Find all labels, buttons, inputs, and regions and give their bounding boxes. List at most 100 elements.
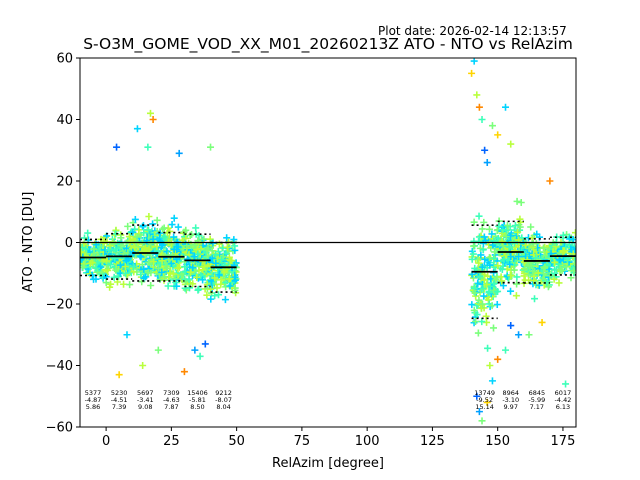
scatter-point xyxy=(93,264,101,272)
scatter-point xyxy=(507,287,515,295)
outlier-point xyxy=(191,346,199,354)
scatter-point xyxy=(227,279,235,287)
scatter-point xyxy=(138,278,146,286)
bin-stat-label: -8.07 xyxy=(215,396,232,404)
scatter-point xyxy=(558,266,566,274)
bin-stat-label: 6845 xyxy=(529,389,546,397)
scatter-point xyxy=(183,242,191,250)
scatter-points xyxy=(80,58,576,425)
y-tick-label: −60 xyxy=(46,421,73,436)
scatter-point xyxy=(200,235,208,243)
outlier-point xyxy=(502,103,510,111)
bin-stat-label: 9.97 xyxy=(503,403,517,411)
bin-stat-label: 8.04 xyxy=(216,403,230,411)
scatter-point xyxy=(125,233,133,241)
scatter-point xyxy=(191,242,199,250)
scatter-point xyxy=(158,225,166,233)
scatter-point xyxy=(218,276,226,284)
scatter-point xyxy=(111,231,119,239)
scatter-point xyxy=(212,259,220,267)
outlier-point xyxy=(180,368,188,376)
outlier-point xyxy=(123,331,131,339)
scatter-point xyxy=(511,222,519,230)
scatter-point xyxy=(491,248,499,256)
scatter-point xyxy=(475,238,483,246)
bin-stat-label: 13749 xyxy=(474,389,495,397)
outlier-point xyxy=(483,159,491,167)
bin-stat-label: -4.51 xyxy=(111,396,128,404)
bin-stat-label: -9.52 xyxy=(476,396,493,404)
scatter-point xyxy=(513,280,521,288)
outlier-point xyxy=(478,116,486,123)
bin-stat-label: 9.08 xyxy=(138,403,152,411)
scatter-point xyxy=(203,246,211,254)
scatter-point xyxy=(484,280,492,288)
scatter-point xyxy=(223,234,231,242)
outlier-point xyxy=(146,109,154,117)
scatter-point xyxy=(478,318,486,326)
scatter-point xyxy=(530,272,538,280)
scatter-point xyxy=(190,253,198,261)
outlier-point xyxy=(475,103,483,111)
scatter-point xyxy=(528,262,536,270)
scatter-point xyxy=(498,237,506,245)
scatter-point xyxy=(131,243,139,251)
scatter-point xyxy=(525,276,533,284)
scatter-point xyxy=(491,279,499,287)
bin-stat-label: -4.63 xyxy=(163,396,180,404)
scatter-point xyxy=(145,269,153,277)
scatter-point xyxy=(153,216,161,224)
scatter-point xyxy=(504,221,512,229)
scatter-point xyxy=(529,267,537,275)
scatter-point xyxy=(102,279,110,287)
scatter-point xyxy=(485,287,493,295)
scatter-point xyxy=(226,257,234,265)
scatter-point xyxy=(483,281,491,289)
scatter-point xyxy=(468,255,476,263)
x-tick-label: 50 xyxy=(228,434,245,449)
scatter-point xyxy=(550,275,558,283)
scatter-point xyxy=(514,228,522,236)
scatter-point xyxy=(174,223,182,231)
scatter-point xyxy=(208,247,216,255)
scatter-point xyxy=(208,254,216,262)
scatter-point xyxy=(166,269,174,277)
scatter-point xyxy=(218,256,226,264)
y-tick-label: 60 xyxy=(56,52,73,67)
x-tick-label: 100 xyxy=(355,434,380,449)
scatter-point xyxy=(186,231,194,239)
scatter-point xyxy=(197,272,205,280)
scatter-point xyxy=(163,264,171,272)
scatter-point xyxy=(223,243,231,251)
scatter-point xyxy=(480,276,488,284)
outlier-point xyxy=(502,346,510,354)
scatter-point xyxy=(475,259,483,267)
scatter-point xyxy=(554,260,562,268)
scatter-point xyxy=(153,243,161,251)
scatter-point xyxy=(149,235,157,243)
scatter-point xyxy=(182,226,190,234)
scatter-point xyxy=(480,218,488,226)
scatter-point xyxy=(144,226,152,234)
scatter-point xyxy=(478,300,486,308)
bin-stat-label: 5.86 xyxy=(86,403,100,411)
scatter-point xyxy=(476,272,484,280)
scatter-point xyxy=(525,245,533,253)
scatter-point xyxy=(195,232,203,240)
bin-stat-label: -5.81 xyxy=(189,396,206,404)
scatter-point xyxy=(206,235,214,243)
bin-stat-label: 7.87 xyxy=(164,403,178,411)
outlier-point xyxy=(175,149,183,157)
scatter-point xyxy=(490,237,498,245)
scatter-point xyxy=(117,234,125,242)
scatter-point xyxy=(110,273,118,281)
scatter-point xyxy=(527,223,535,231)
scatter-point xyxy=(494,262,502,270)
outlier-point xyxy=(546,177,554,185)
scatter-point xyxy=(126,281,134,289)
bin-stat-label: 7309 xyxy=(163,389,180,397)
scatter-point xyxy=(502,226,510,234)
scatter-point xyxy=(517,199,525,207)
scatter-point xyxy=(124,222,132,230)
y-tick-label: 0 xyxy=(65,236,73,251)
